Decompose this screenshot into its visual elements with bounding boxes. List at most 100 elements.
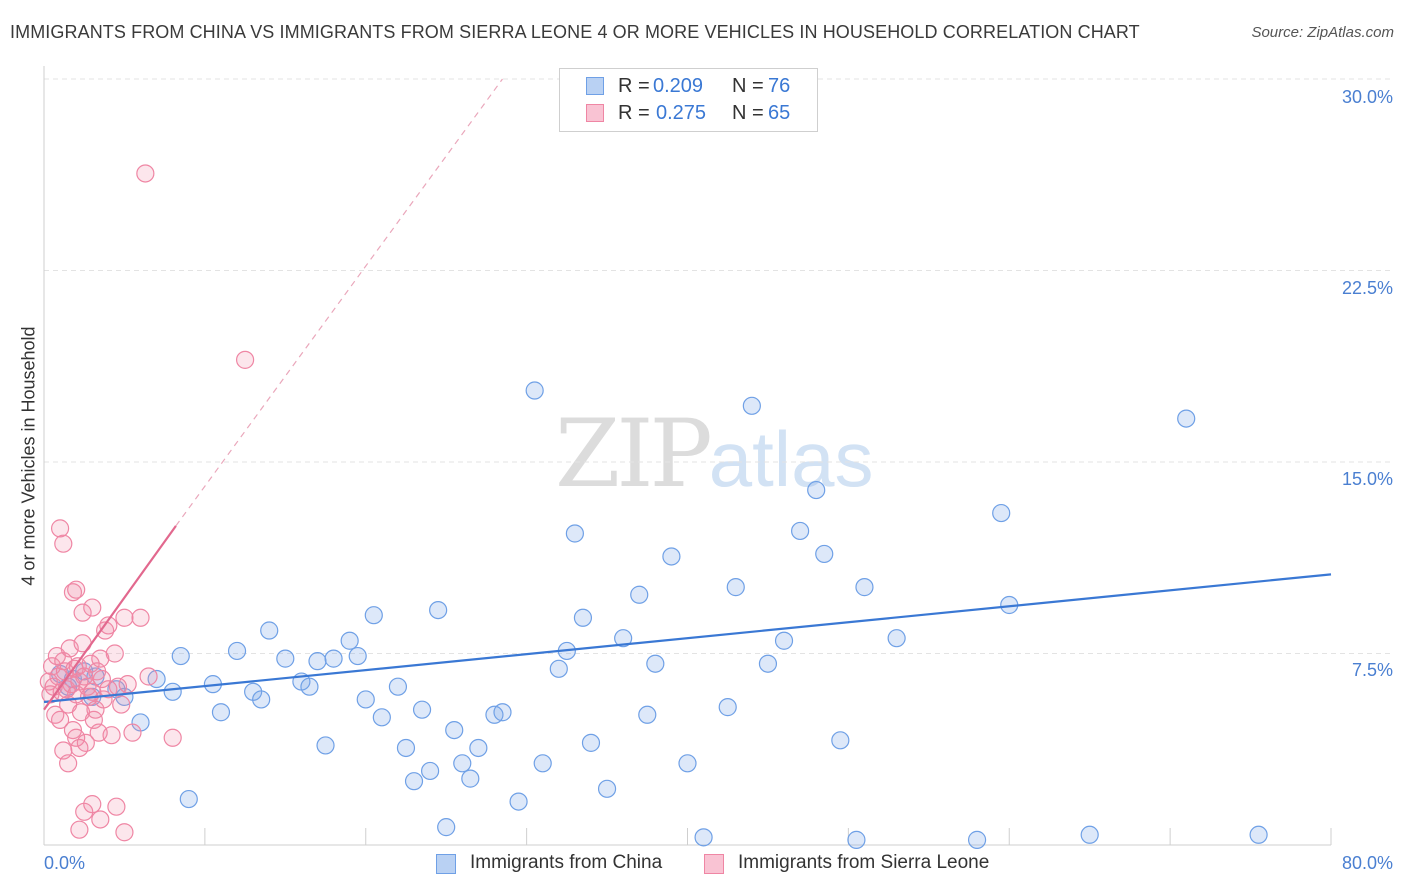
china-point bbox=[348, 646, 367, 666]
china-point bbox=[549, 659, 568, 678]
sierra-leone-point bbox=[50, 519, 70, 538]
sierra-leone-point bbox=[73, 603, 92, 622]
china-point bbox=[573, 608, 593, 627]
china-point bbox=[453, 754, 472, 773]
sierra-leone-point bbox=[136, 164, 155, 183]
watermark-atlas: atlas bbox=[708, 415, 874, 503]
china-point bbox=[316, 736, 335, 755]
y-tick-label: 15.0% bbox=[1341, 469, 1393, 489]
r-value: 0.209 bbox=[653, 75, 704, 97]
china-point bbox=[276, 649, 295, 668]
china-point bbox=[461, 769, 480, 788]
sierra-leone-point bbox=[92, 669, 112, 689]
china-point bbox=[260, 621, 279, 640]
china-point bbox=[967, 830, 987, 849]
china-point bbox=[718, 698, 737, 717]
sierra-leone-point bbox=[63, 583, 83, 602]
sierra-leone-point bbox=[163, 728, 182, 747]
china-point bbox=[211, 703, 231, 722]
china-legend-swatch bbox=[436, 854, 456, 874]
sierra-leone-point bbox=[102, 726, 121, 745]
sierra-leone-trend-extension bbox=[175, 78, 503, 527]
sierra-leone-legend-swatch bbox=[704, 854, 724, 874]
china-point bbox=[662, 547, 681, 566]
china-point bbox=[758, 654, 778, 673]
sierra-leone-point bbox=[112, 695, 131, 714]
china-point bbox=[678, 754, 697, 773]
n-label: N = bbox=[732, 75, 764, 97]
china-point bbox=[429, 600, 448, 620]
china-point bbox=[340, 631, 359, 650]
sierra-leone-point bbox=[115, 823, 134, 842]
sierra-leone-point bbox=[46, 705, 65, 724]
china-point bbox=[179, 789, 198, 809]
n-value: 76 bbox=[768, 75, 791, 97]
n-label: N = bbox=[732, 102, 764, 124]
china-point bbox=[388, 677, 408, 696]
china-point bbox=[372, 708, 391, 727]
watermark-zip: ZIP bbox=[555, 400, 713, 509]
china-point bbox=[412, 700, 432, 719]
sierra-leone-point bbox=[107, 797, 126, 816]
china-point bbox=[525, 381, 544, 400]
sierra-leone-point bbox=[91, 649, 110, 668]
sierra-leone-point bbox=[99, 616, 118, 635]
china-point bbox=[646, 654, 665, 673]
china-point bbox=[308, 652, 327, 671]
legend-label: Immigrants from Sierra Leone bbox=[738, 852, 990, 873]
china-point bbox=[694, 828, 713, 847]
china-point bbox=[807, 480, 826, 500]
china-point bbox=[774, 631, 794, 650]
china-point bbox=[1080, 825, 1099, 844]
china-point bbox=[364, 606, 383, 625]
china-point bbox=[581, 733, 601, 752]
sierra-leone-point bbox=[54, 534, 73, 553]
china-point bbox=[469, 738, 488, 758]
china-trend-line bbox=[43, 573, 1332, 704]
sierra-leone-trend-line bbox=[43, 525, 177, 711]
sierra-leone-point bbox=[83, 795, 102, 814]
sierra-leone-point bbox=[115, 608, 134, 627]
sierra-leone-swatch bbox=[586, 104, 604, 122]
watermark: ZIPatlas bbox=[555, 400, 873, 509]
sierra-leone-point bbox=[91, 810, 110, 829]
sierra-leone-point bbox=[50, 710, 70, 729]
sierra-leone-point bbox=[67, 728, 86, 747]
china-point bbox=[252, 690, 271, 709]
sierra-leone-point bbox=[67, 580, 86, 599]
chart-title: IMMIGRANTS FROM CHINA VS IMMIGRANTS FROM… bbox=[10, 22, 1140, 42]
china-point bbox=[227, 641, 247, 661]
china-point bbox=[630, 585, 649, 604]
sierra-leone-point bbox=[96, 621, 115, 640]
china-point bbox=[300, 677, 319, 696]
r-value: 0.275 bbox=[656, 102, 707, 124]
china-point bbox=[597, 779, 617, 798]
china-point bbox=[855, 578, 874, 597]
china-point bbox=[324, 649, 343, 668]
china-point bbox=[887, 629, 906, 648]
china-point bbox=[815, 544, 834, 564]
sierra-leone-point bbox=[83, 598, 102, 617]
x-tick-label: 0.0% bbox=[44, 853, 86, 873]
china-point bbox=[404, 772, 424, 791]
sierra-leone-point bbox=[139, 667, 158, 686]
china-point bbox=[445, 720, 464, 740]
china-point bbox=[565, 524, 584, 543]
y-tick-label: 30.0% bbox=[1341, 87, 1393, 107]
china-swatch bbox=[586, 77, 604, 95]
china-point bbox=[533, 754, 552, 773]
china-point bbox=[493, 703, 512, 722]
china-point bbox=[831, 731, 850, 750]
china-point bbox=[163, 682, 182, 701]
sierra-leone-point bbox=[70, 820, 89, 839]
china-point bbox=[992, 503, 1011, 523]
sierra-leone-point bbox=[123, 723, 142, 742]
china-point bbox=[356, 690, 375, 709]
sierra-leone-point bbox=[118, 675, 137, 694]
source-label: Source: ZipAtlas.com bbox=[1251, 24, 1394, 41]
china-point bbox=[437, 818, 456, 837]
legend-label: Immigrants from China bbox=[470, 852, 663, 873]
x-tick-label: 80.0% bbox=[1341, 853, 1393, 873]
china-point bbox=[742, 396, 761, 415]
